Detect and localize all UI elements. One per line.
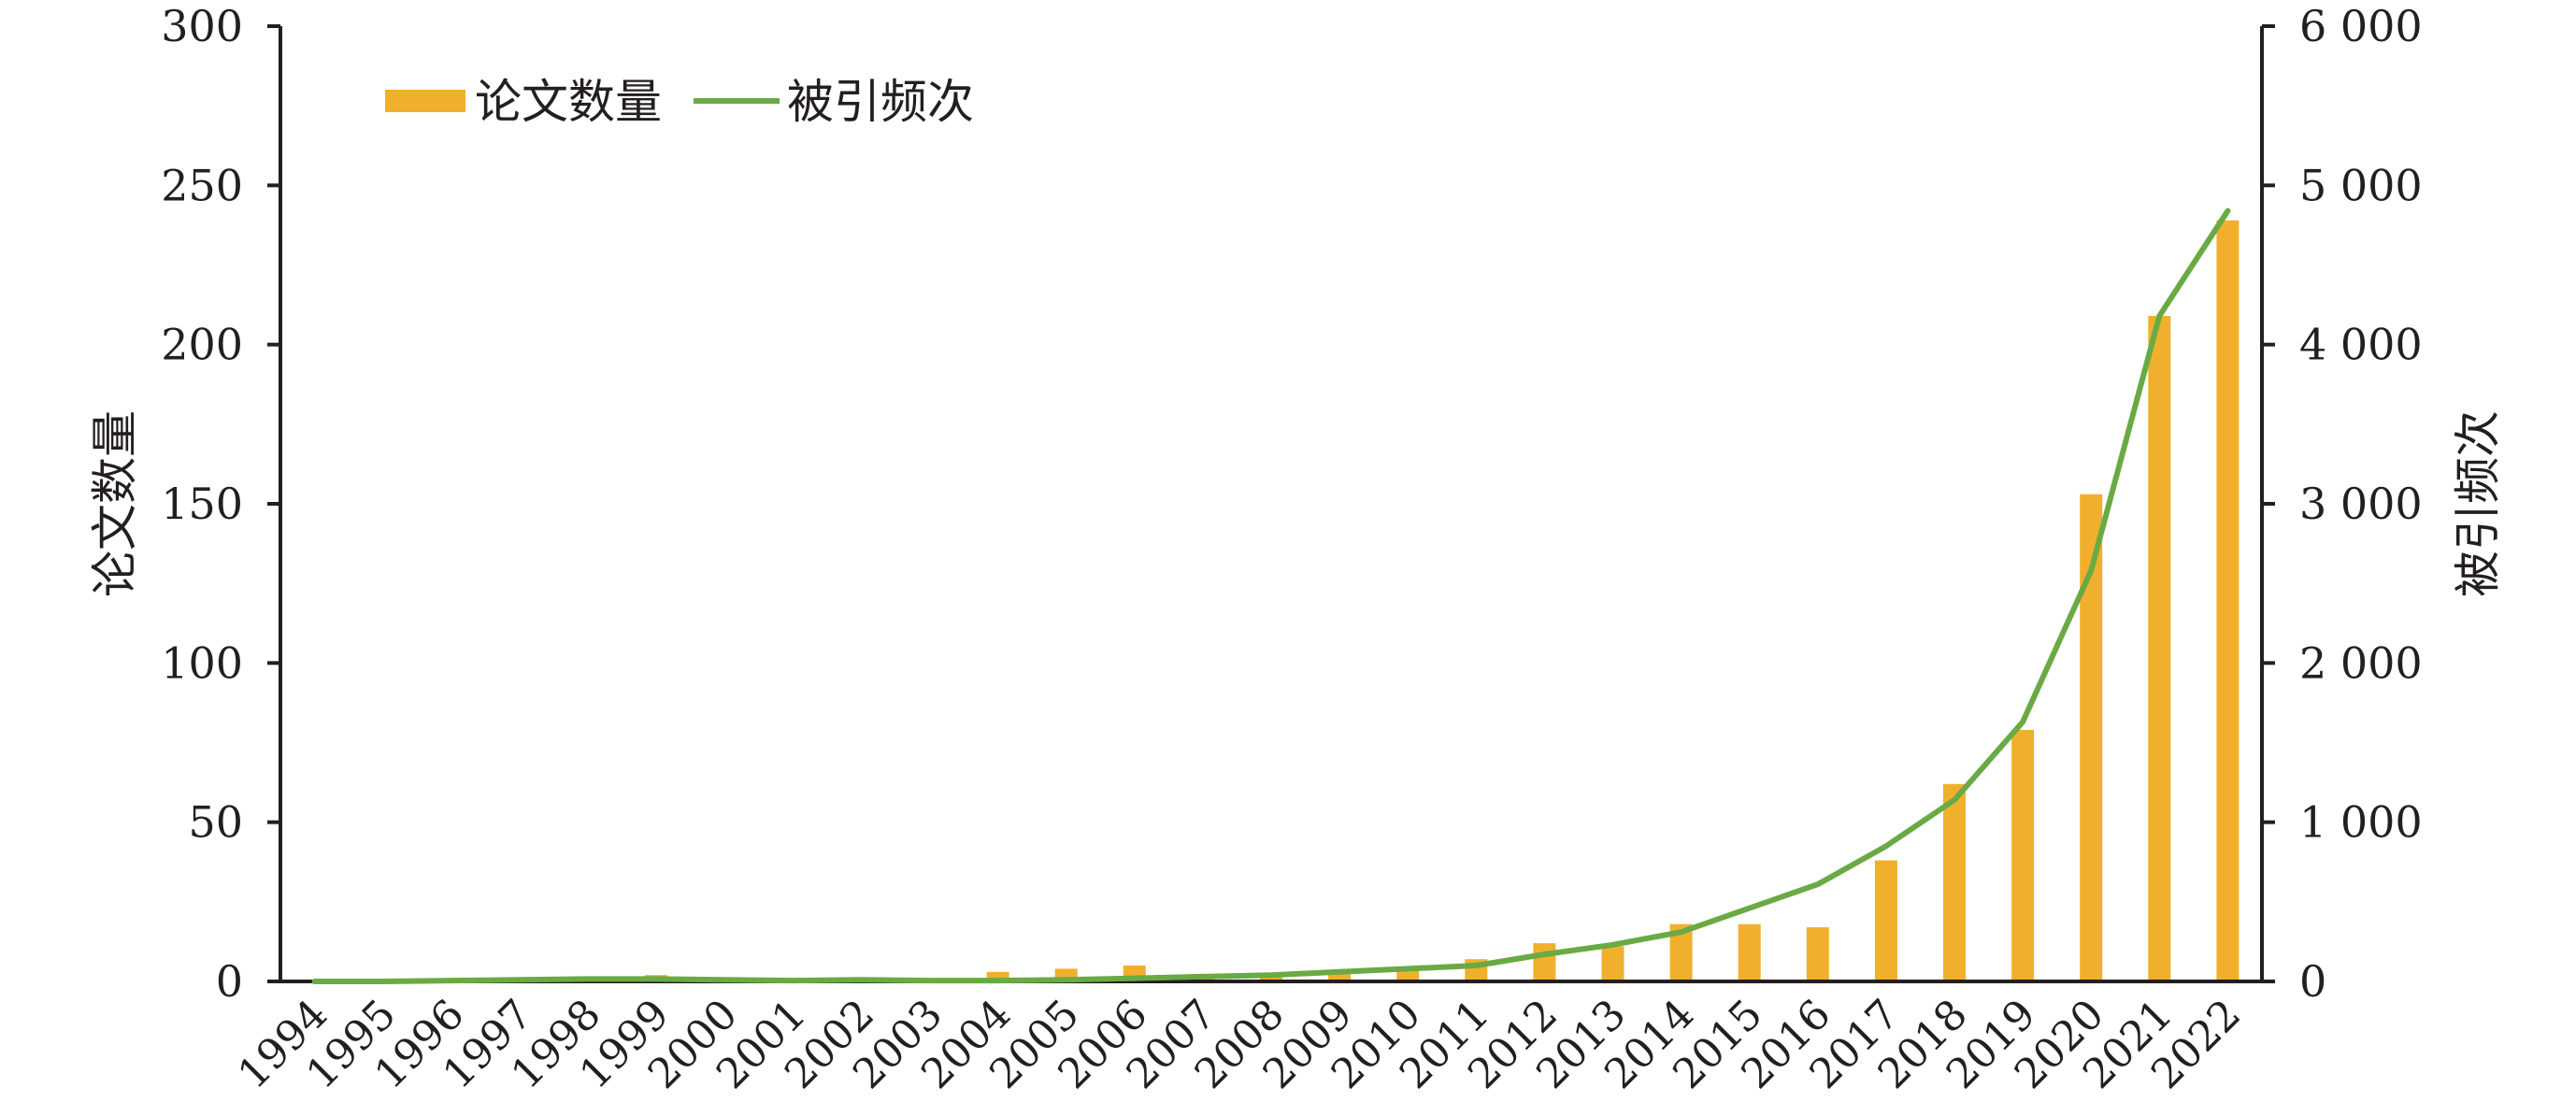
bar-series-papers	[508, 220, 2240, 982]
bar-2015	[1738, 923, 1761, 981]
bar-2008	[1260, 975, 1282, 981]
x-axis-ticks: 1994199519961997199819992000200120022003…	[229, 991, 2250, 1098]
left-axis-ticks: 0 50 100 150 200 250 300	[161, 1, 280, 1007]
right-tick-label: 4 000	[2299, 320, 2423, 370]
left-tick-label: 0	[216, 956, 243, 1007]
bar-2017	[1874, 860, 1897, 981]
legend-label-papers: 论文数量	[475, 75, 662, 129]
right-tick-label: 1 000	[2299, 797, 2423, 848]
left-axis-title: 论文数量	[88, 410, 142, 597]
legend-swatch-papers	[385, 90, 465, 112]
bar-2012	[1533, 943, 1556, 981]
left-tick-label: 200	[161, 320, 243, 370]
bar-2018	[1943, 783, 1966, 981]
left-tick-label: 150	[161, 479, 243, 529]
bar-2009	[1328, 971, 1352, 981]
bar-2013	[1601, 946, 1624, 981]
right-axis-title: 被引频次	[2451, 410, 2505, 597]
bar-2021	[2148, 316, 2171, 981]
bar-2019	[2011, 729, 2035, 981]
right-axis-ticks: 0 1 000 2 000 3 000 4 000 5 000 6 000	[2262, 1, 2423, 1007]
right-tick-label: 3 000	[2299, 479, 2423, 529]
right-tick-label: 2 000	[2299, 637, 2423, 688]
legend-label-citations: 被引频次	[787, 75, 974, 129]
right-tick-label: 0	[2299, 956, 2326, 1007]
left-tick-label: 250	[161, 160, 243, 210]
legend: 论文数量 被引频次	[385, 75, 974, 129]
line-series-citations	[311, 208, 2231, 984]
right-tick-label: 5 000	[2299, 160, 2423, 210]
bar-2010	[1396, 968, 1420, 981]
citations-line	[311, 208, 2231, 984]
bar-2022	[2216, 220, 2240, 982]
right-tick-label: 6 000	[2299, 1, 2423, 51]
bar-2004	[986, 971, 1009, 981]
bar-2016	[1806, 927, 1829, 981]
left-tick-label: 50	[188, 797, 243, 848]
left-tick-label: 300	[161, 1, 243, 51]
left-tick-label: 100	[161, 637, 243, 688]
